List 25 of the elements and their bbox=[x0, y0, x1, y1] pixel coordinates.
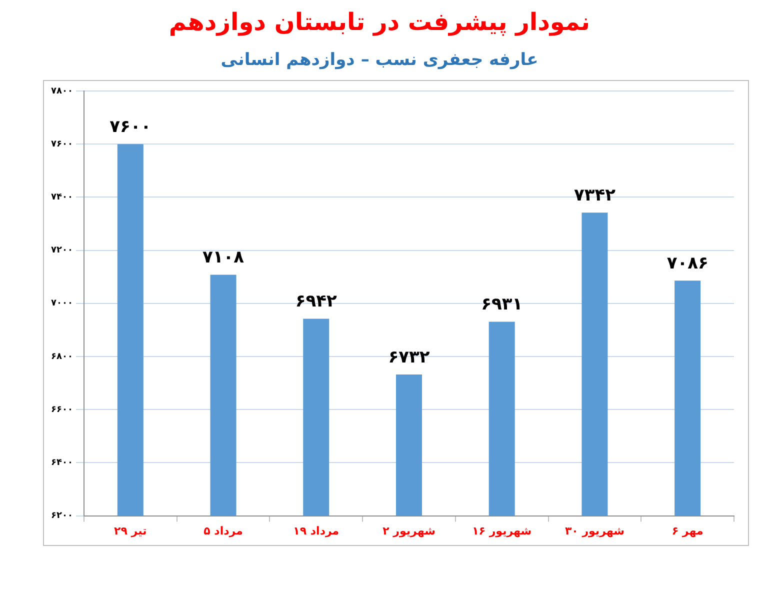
y-tick-label: ۶۲۰۰ bbox=[50, 511, 73, 522]
y-tick-label: ۶۸۰۰ bbox=[50, 352, 73, 362]
x-tick-label: ۲۹ تیر bbox=[114, 524, 147, 538]
x-tick-label: ۵ مرداد bbox=[204, 524, 243, 538]
data-label: ۷۶۰۰ bbox=[110, 117, 152, 138]
data-label: ۷۳۴۲ bbox=[574, 186, 616, 206]
x-tick-label: ۳۰ شهریور bbox=[564, 524, 624, 538]
y-tick-label: ۷۲۰۰ bbox=[50, 246, 73, 256]
chart-subtitle: عارفه جعفری نسب – دوازدهم انسانی bbox=[220, 50, 540, 70]
data-label: ۶۹۳۱ bbox=[481, 294, 523, 315]
x-tick-label: ۶ مهر bbox=[672, 524, 704, 538]
data-label: ۶۷۳۲ bbox=[388, 347, 430, 368]
chart-title: نمودار پیشرفت در تابستان دوازدهم bbox=[168, 8, 592, 36]
y-tick-label: ۷۰۰۰ bbox=[50, 298, 73, 309]
y-tick-label: ۶۶۰۰ bbox=[50, 404, 73, 415]
x-tick-label: ۱۶ شهریور bbox=[472, 524, 532, 538]
data-label: ۶۹۴۲ bbox=[295, 292, 338, 312]
x-tick-label: ۲ شهریور bbox=[382, 524, 436, 538]
y-tick-label: ۶۴۰۰ bbox=[50, 458, 73, 468]
y-tick-label: ۷۶۰۰ bbox=[50, 139, 73, 150]
data-label: ۷۱۰۸ bbox=[202, 248, 245, 268]
data-label: ۷۰۸۶ bbox=[666, 253, 708, 274]
y-tick-label: ۷۴۰۰ bbox=[50, 192, 73, 203]
y-tick-label: ۷۸۰۰ bbox=[50, 86, 73, 96]
x-tick-label: ۱۹ مرداد bbox=[293, 524, 340, 538]
